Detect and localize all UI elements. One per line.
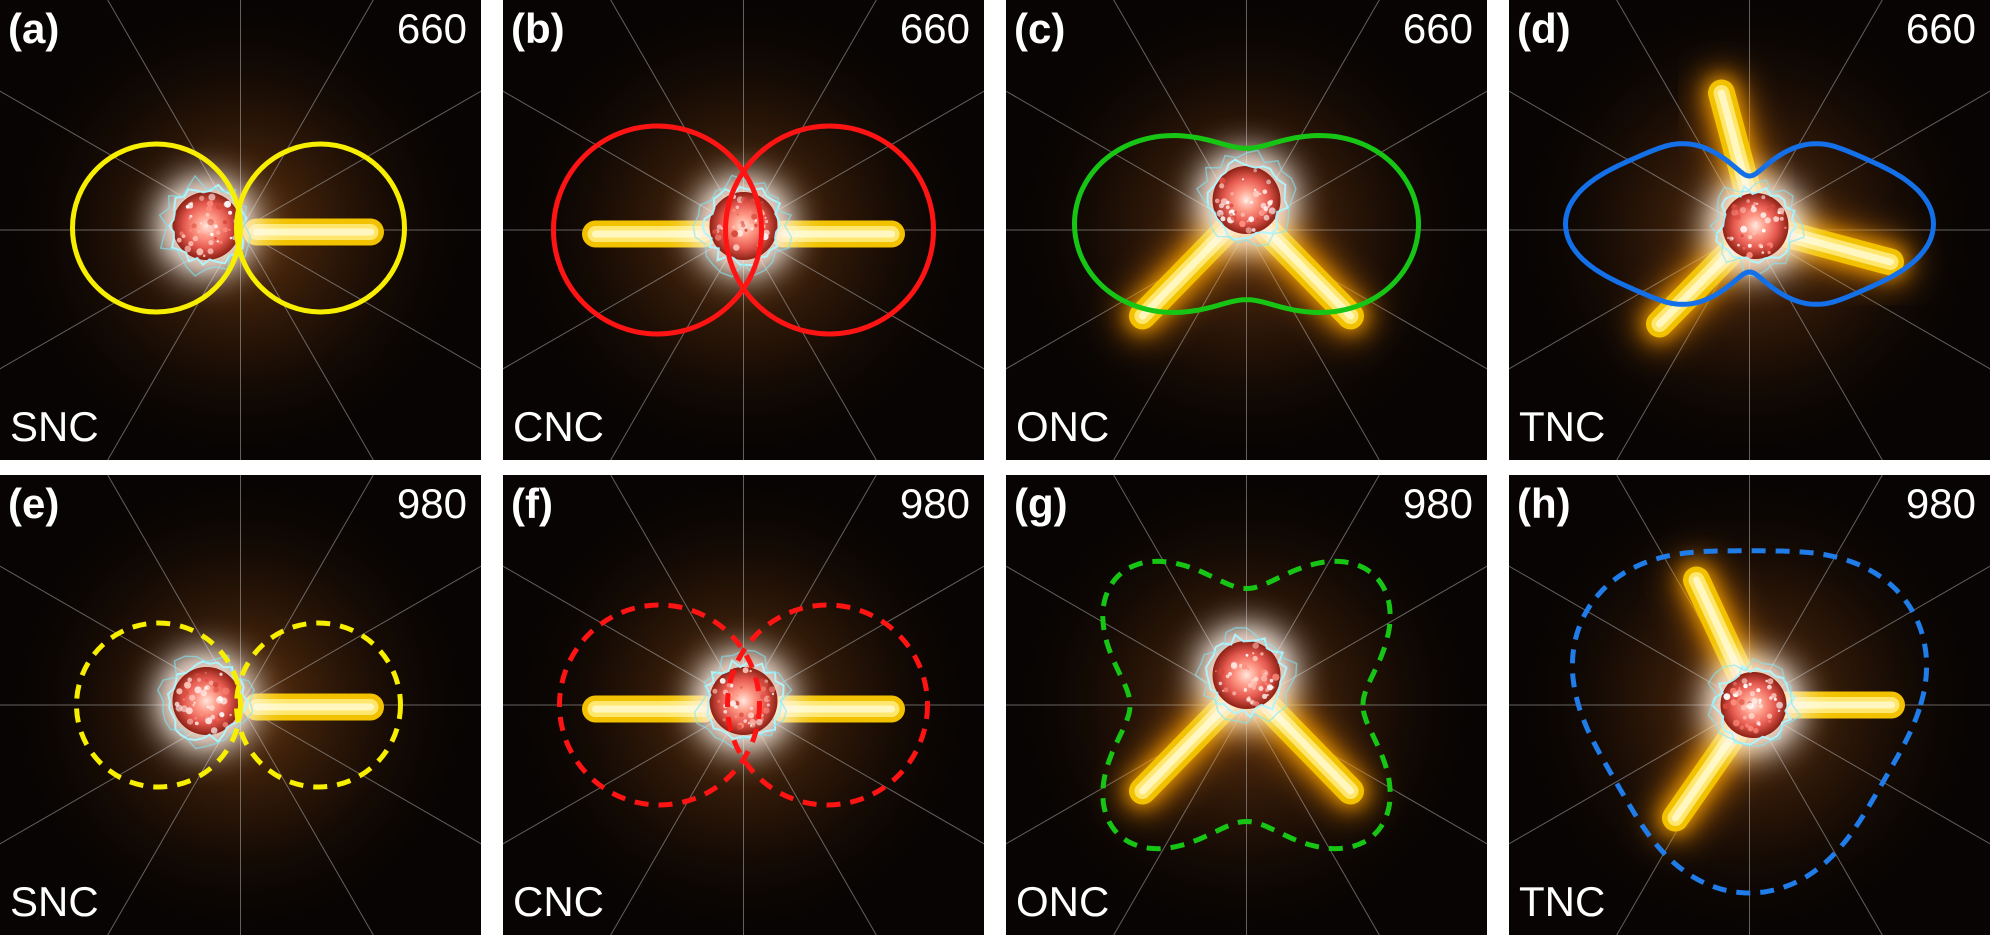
panel-letter: (h) bbox=[1517, 480, 1571, 527]
polar-plot-h bbox=[1509, 475, 1990, 935]
wavelength-label: 980 bbox=[899, 480, 970, 527]
wavelength-label: 980 bbox=[1402, 480, 1473, 527]
panel-d: (d) 660 TNC bbox=[1509, 0, 1990, 460]
panel-g: (g) 980 ONC bbox=[1006, 475, 1487, 935]
polar-plot-d bbox=[1509, 0, 1990, 460]
wavelength-label: 660 bbox=[1905, 5, 1976, 52]
panel-letter: (f) bbox=[511, 480, 553, 527]
structure-name-label: CNC bbox=[513, 403, 604, 450]
structure-name-label: ONC bbox=[1016, 403, 1110, 450]
structure-name-label: ONC bbox=[1016, 878, 1110, 925]
polar-plot-g bbox=[1006, 475, 1487, 935]
structure-name-label: SNC bbox=[10, 878, 99, 925]
wavelength-label: 660 bbox=[396, 5, 467, 52]
structure-name-label: SNC bbox=[10, 403, 99, 450]
polar-plot-a bbox=[0, 0, 481, 460]
panel-f: (f) 980 CNC bbox=[503, 475, 984, 935]
panel-letter: (g) bbox=[1014, 480, 1068, 527]
structure-name-label: TNC bbox=[1519, 403, 1606, 450]
wavelength-label: 660 bbox=[899, 5, 970, 52]
panel-letter: (e) bbox=[8, 480, 60, 527]
wavelength-label: 980 bbox=[396, 480, 467, 527]
wavelength-label: 980 bbox=[1905, 480, 1976, 527]
panel-letter: (b) bbox=[511, 5, 565, 52]
polar-plot-c bbox=[1006, 0, 1487, 460]
panel-letter: (d) bbox=[1517, 5, 1571, 52]
panel-letter: (c) bbox=[1014, 5, 1066, 52]
panel-a: (a) 660 SNC bbox=[0, 0, 481, 460]
polar-plot-e bbox=[0, 475, 481, 935]
structure-name-label: CNC bbox=[513, 878, 604, 925]
panel-e: (e) 980 SNC bbox=[0, 475, 481, 935]
structure-name-label: TNC bbox=[1519, 878, 1606, 925]
panel-b: (b) 660 CNC bbox=[503, 0, 984, 460]
panel-letter: (a) bbox=[8, 5, 60, 52]
panel-c: (c) 660 ONC bbox=[1006, 0, 1487, 460]
polar-plot-b bbox=[503, 0, 984, 460]
polar-plot-f bbox=[503, 475, 984, 935]
wavelength-label: 660 bbox=[1402, 5, 1473, 52]
panel-h: (h) 980 TNC bbox=[1509, 475, 1990, 935]
